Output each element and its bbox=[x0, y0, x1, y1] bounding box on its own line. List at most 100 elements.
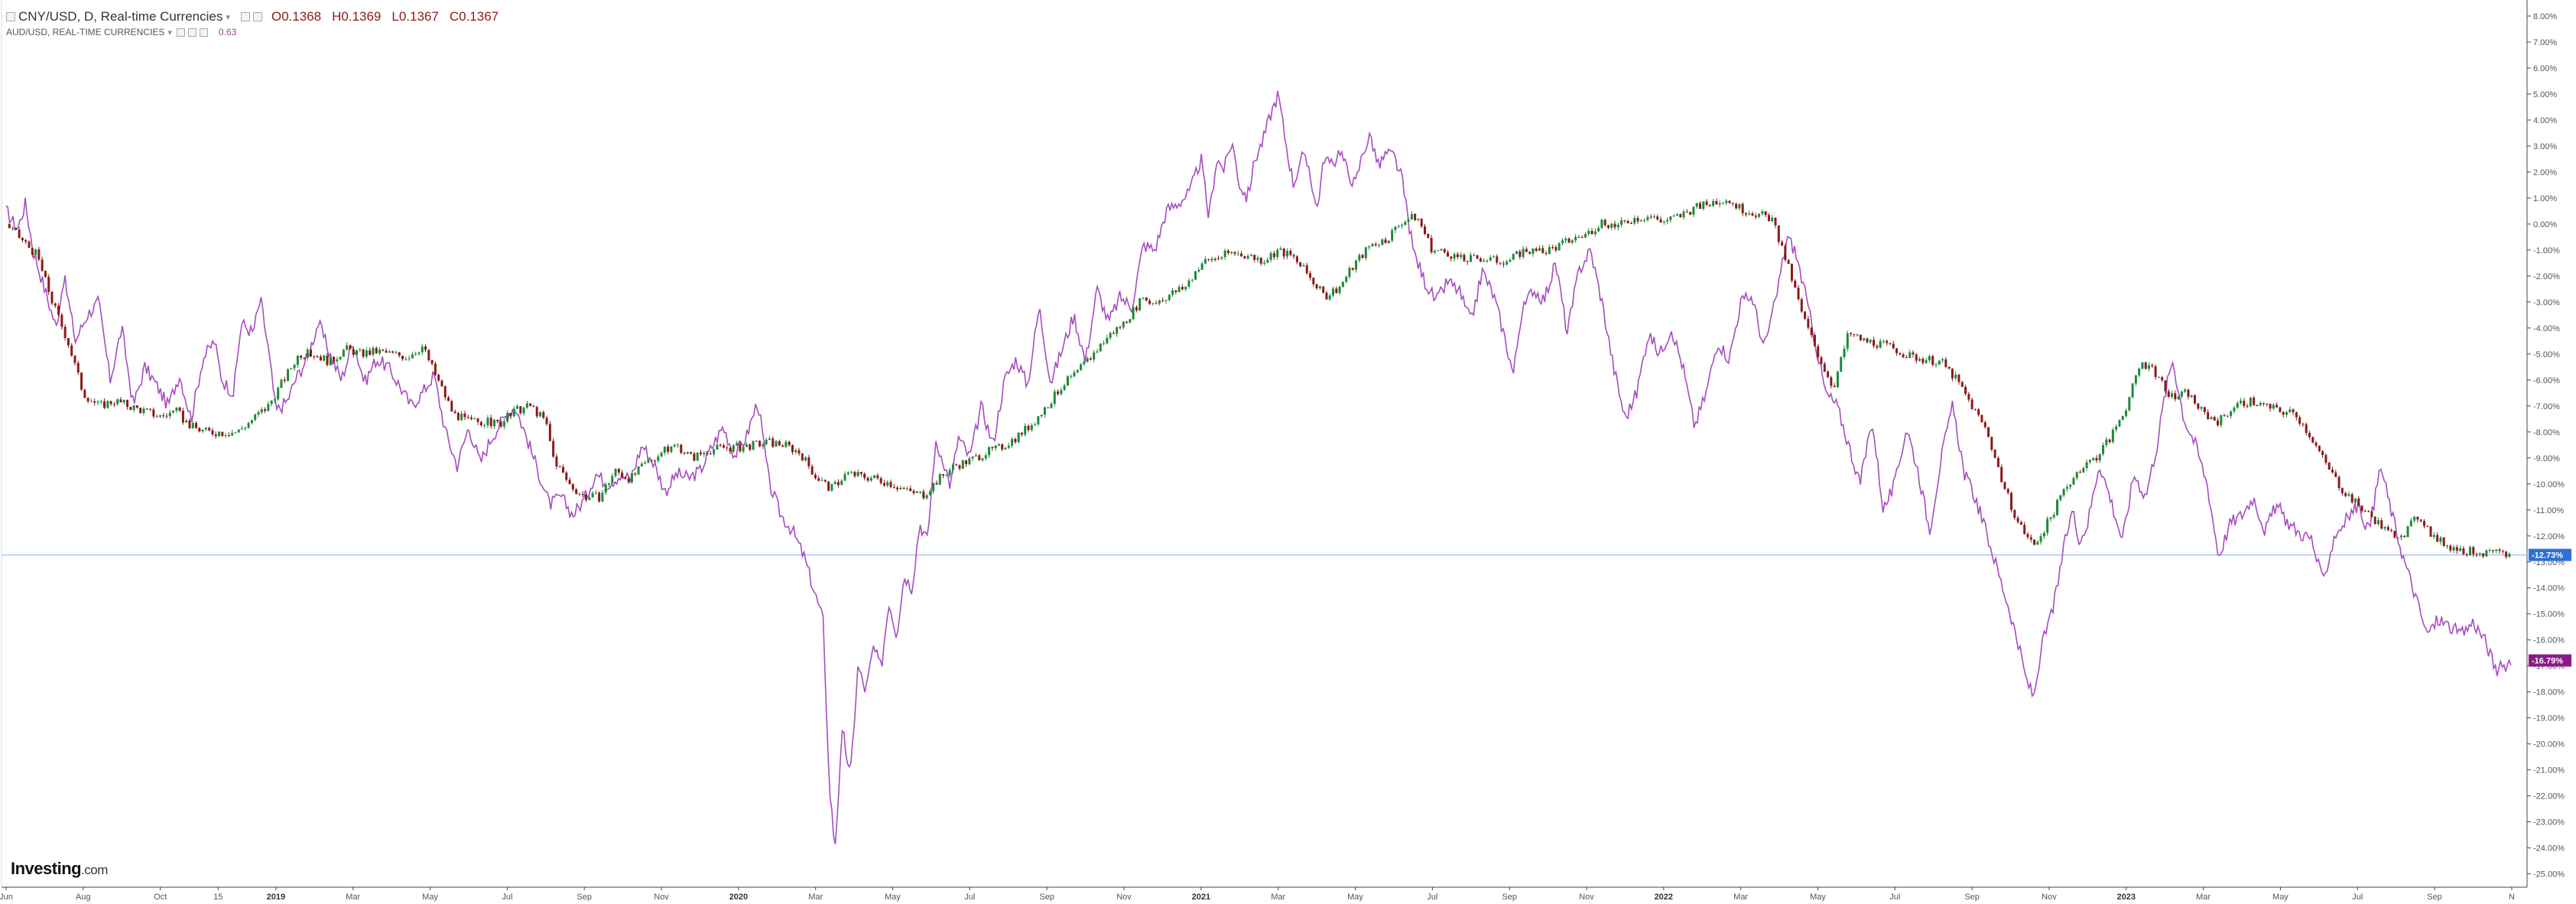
x-tick-label: Jul bbox=[964, 893, 975, 902]
candle-body bbox=[663, 446, 666, 453]
candle-body bbox=[300, 355, 303, 358]
candle-body bbox=[2069, 484, 2072, 487]
candle-body bbox=[185, 420, 188, 423]
candle-body bbox=[2115, 426, 2118, 430]
candle-body bbox=[932, 483, 935, 492]
candle-body bbox=[296, 355, 299, 366]
compare-series-title[interactable]: AUD/USD, REAL-TIME CURRENCIES bbox=[6, 27, 165, 37]
chevron-down-icon[interactable]: ▾ bbox=[226, 12, 230, 22]
candle-body bbox=[1420, 219, 1423, 227]
y-tick-label: -21.00% bbox=[2533, 766, 2565, 776]
candle-body bbox=[617, 469, 620, 473]
candle-body bbox=[1394, 226, 1397, 230]
candle-body bbox=[624, 476, 627, 479]
candle-body bbox=[1184, 286, 1187, 290]
candle-body bbox=[1096, 351, 1099, 353]
candle-body bbox=[797, 450, 801, 454]
candle-body bbox=[28, 242, 31, 249]
candle-body bbox=[1361, 255, 1364, 259]
settings-icon[interactable] bbox=[187, 28, 197, 37]
candle-body bbox=[2360, 506, 2363, 512]
candle-body bbox=[2266, 403, 2269, 405]
remove-series-icon[interactable] bbox=[199, 28, 208, 37]
visibility-toggle-icon[interactable] bbox=[176, 28, 185, 37]
main-series-title[interactable]: CNY/USD, D, Real-time Currencies bbox=[18, 9, 223, 24]
x-tick-label: May bbox=[885, 893, 901, 902]
candle-body bbox=[489, 418, 492, 427]
y-tick-label: 1.00% bbox=[2533, 194, 2557, 203]
candle-body bbox=[1973, 408, 1977, 410]
candle-body bbox=[958, 465, 961, 469]
candle-body bbox=[1332, 288, 1335, 296]
candle-body bbox=[1967, 394, 1970, 400]
aud-usd-series bbox=[5, 90, 2512, 845]
compare-series-legend[interactable]: AUD/USD, REAL-TIME CURRENCIES ▾ 0.63 bbox=[6, 27, 236, 37]
candle-body bbox=[961, 460, 964, 469]
candle-body bbox=[1299, 262, 1302, 267]
candle-body bbox=[1876, 346, 1879, 348]
candle-body bbox=[938, 473, 941, 485]
candle-body bbox=[1623, 219, 1626, 221]
candle-body bbox=[2462, 548, 2465, 554]
x-tick-label: N bbox=[2509, 893, 2515, 902]
candle-body bbox=[1564, 238, 1567, 241]
chevron-down-icon[interactable]: ▾ bbox=[167, 28, 172, 37]
candle-body bbox=[866, 477, 869, 481]
visibility-toggle-icon[interactable] bbox=[240, 12, 250, 21]
last-value-badge bbox=[2529, 548, 2571, 561]
y-tick-label: -3.00% bbox=[2533, 298, 2560, 307]
candle-body bbox=[1820, 357, 1823, 364]
candle-body bbox=[1597, 227, 1600, 232]
y-tick-label: -6.00% bbox=[2533, 376, 2560, 385]
candle-body bbox=[1168, 294, 1171, 301]
candle-body bbox=[2347, 494, 2350, 496]
candle-body bbox=[833, 482, 836, 484]
candle-body bbox=[1263, 262, 1266, 264]
x-tick-label: Mar bbox=[346, 893, 360, 902]
main-series-legend[interactable]: CNY/USD, D, Real-time Currencies ▾ O0.13… bbox=[6, 9, 509, 24]
candle-body bbox=[339, 356, 342, 359]
candle-body bbox=[2194, 395, 2197, 404]
candle-body bbox=[752, 441, 755, 450]
candle-body bbox=[1348, 268, 1351, 277]
candle-body bbox=[408, 358, 411, 359]
candle-body bbox=[1440, 249, 1443, 251]
candle-body bbox=[591, 493, 594, 498]
candle-body bbox=[1322, 286, 1325, 293]
candle-body bbox=[1315, 284, 1318, 288]
candle-body bbox=[1656, 216, 1659, 219]
collapse-legend-icon[interactable] bbox=[6, 12, 15, 21]
candle-body bbox=[1738, 203, 1741, 209]
candle-body bbox=[1050, 404, 1053, 408]
candle-body bbox=[869, 477, 872, 481]
candle-body bbox=[1804, 311, 1807, 319]
y-tick-label: 2.00% bbox=[2533, 168, 2557, 177]
candle-body bbox=[974, 455, 977, 457]
candle-body bbox=[1106, 337, 1109, 343]
settings-icon[interactable] bbox=[252, 12, 262, 21]
candle-body bbox=[2318, 445, 2321, 451]
candle-body bbox=[424, 346, 427, 350]
candle-body bbox=[896, 487, 899, 489]
candle-body bbox=[607, 483, 610, 485]
x-tick-label: Mar bbox=[1271, 893, 1285, 902]
price-axis[interactable]: 8.00% 7.00% 6.00% 5.00% 4.00% 3.00% 2.00% 1.00%… bbox=[2527, 12, 2565, 880]
candle-body bbox=[1649, 216, 1652, 218]
candle-body bbox=[2367, 511, 2370, 512]
x-tick-label: Mar bbox=[808, 893, 823, 902]
candle-body bbox=[876, 475, 879, 479]
candle-body bbox=[535, 407, 538, 417]
candle-body bbox=[1466, 261, 1469, 262]
candle-body bbox=[122, 400, 125, 403]
candle-body bbox=[1751, 213, 1754, 216]
candle-body bbox=[1302, 265, 1305, 267]
candle-body bbox=[1741, 203, 1744, 213]
candle-body bbox=[732, 445, 735, 452]
candle-body bbox=[2324, 454, 2327, 463]
time-axis[interactable]: Jun Aug Oct 15 2019 Mar May Jul Sep Nov 2020 Mar May… bbox=[0, 887, 2515, 902]
candle-body bbox=[2472, 547, 2475, 554]
candle-body bbox=[2249, 397, 2252, 406]
candle-body bbox=[1213, 258, 1217, 261]
candle-body bbox=[145, 408, 148, 410]
